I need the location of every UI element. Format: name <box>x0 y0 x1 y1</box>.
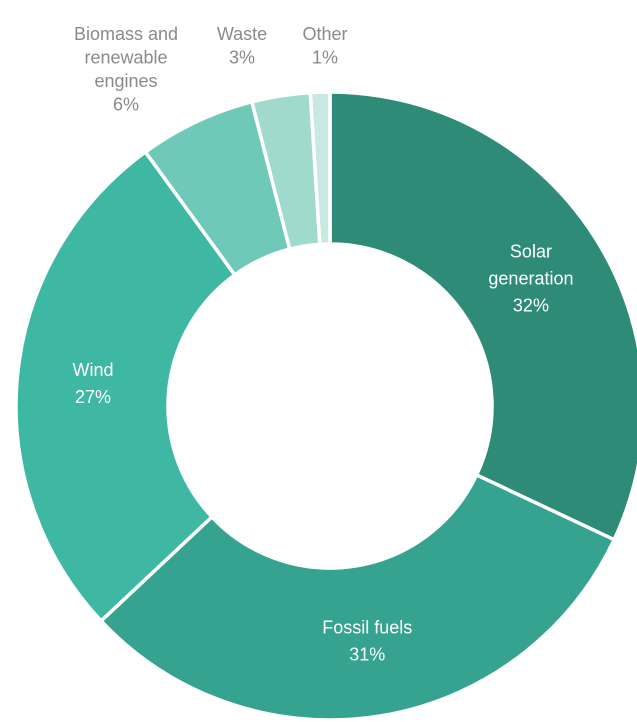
slice-label-other: Other 1% <box>302 24 347 68</box>
slice-label-wind: Wind 27% <box>73 360 114 407</box>
slice-label-biomass-and-renewable-engines: Biomass and renewable engines 6% <box>74 24 178 115</box>
slice-label-waste: Waste 3% <box>217 24 267 68</box>
slice-solar-generation <box>328 90 637 543</box>
slice-label-solar-generation: Solar generation 32% <box>488 241 573 315</box>
slice-other <box>308 90 332 247</box>
slice-wind <box>14 149 238 624</box>
slice-fossil-fuels <box>98 472 617 722</box>
slice-label-fossil-fuels: Fossil fuels 31% <box>322 618 412 665</box>
